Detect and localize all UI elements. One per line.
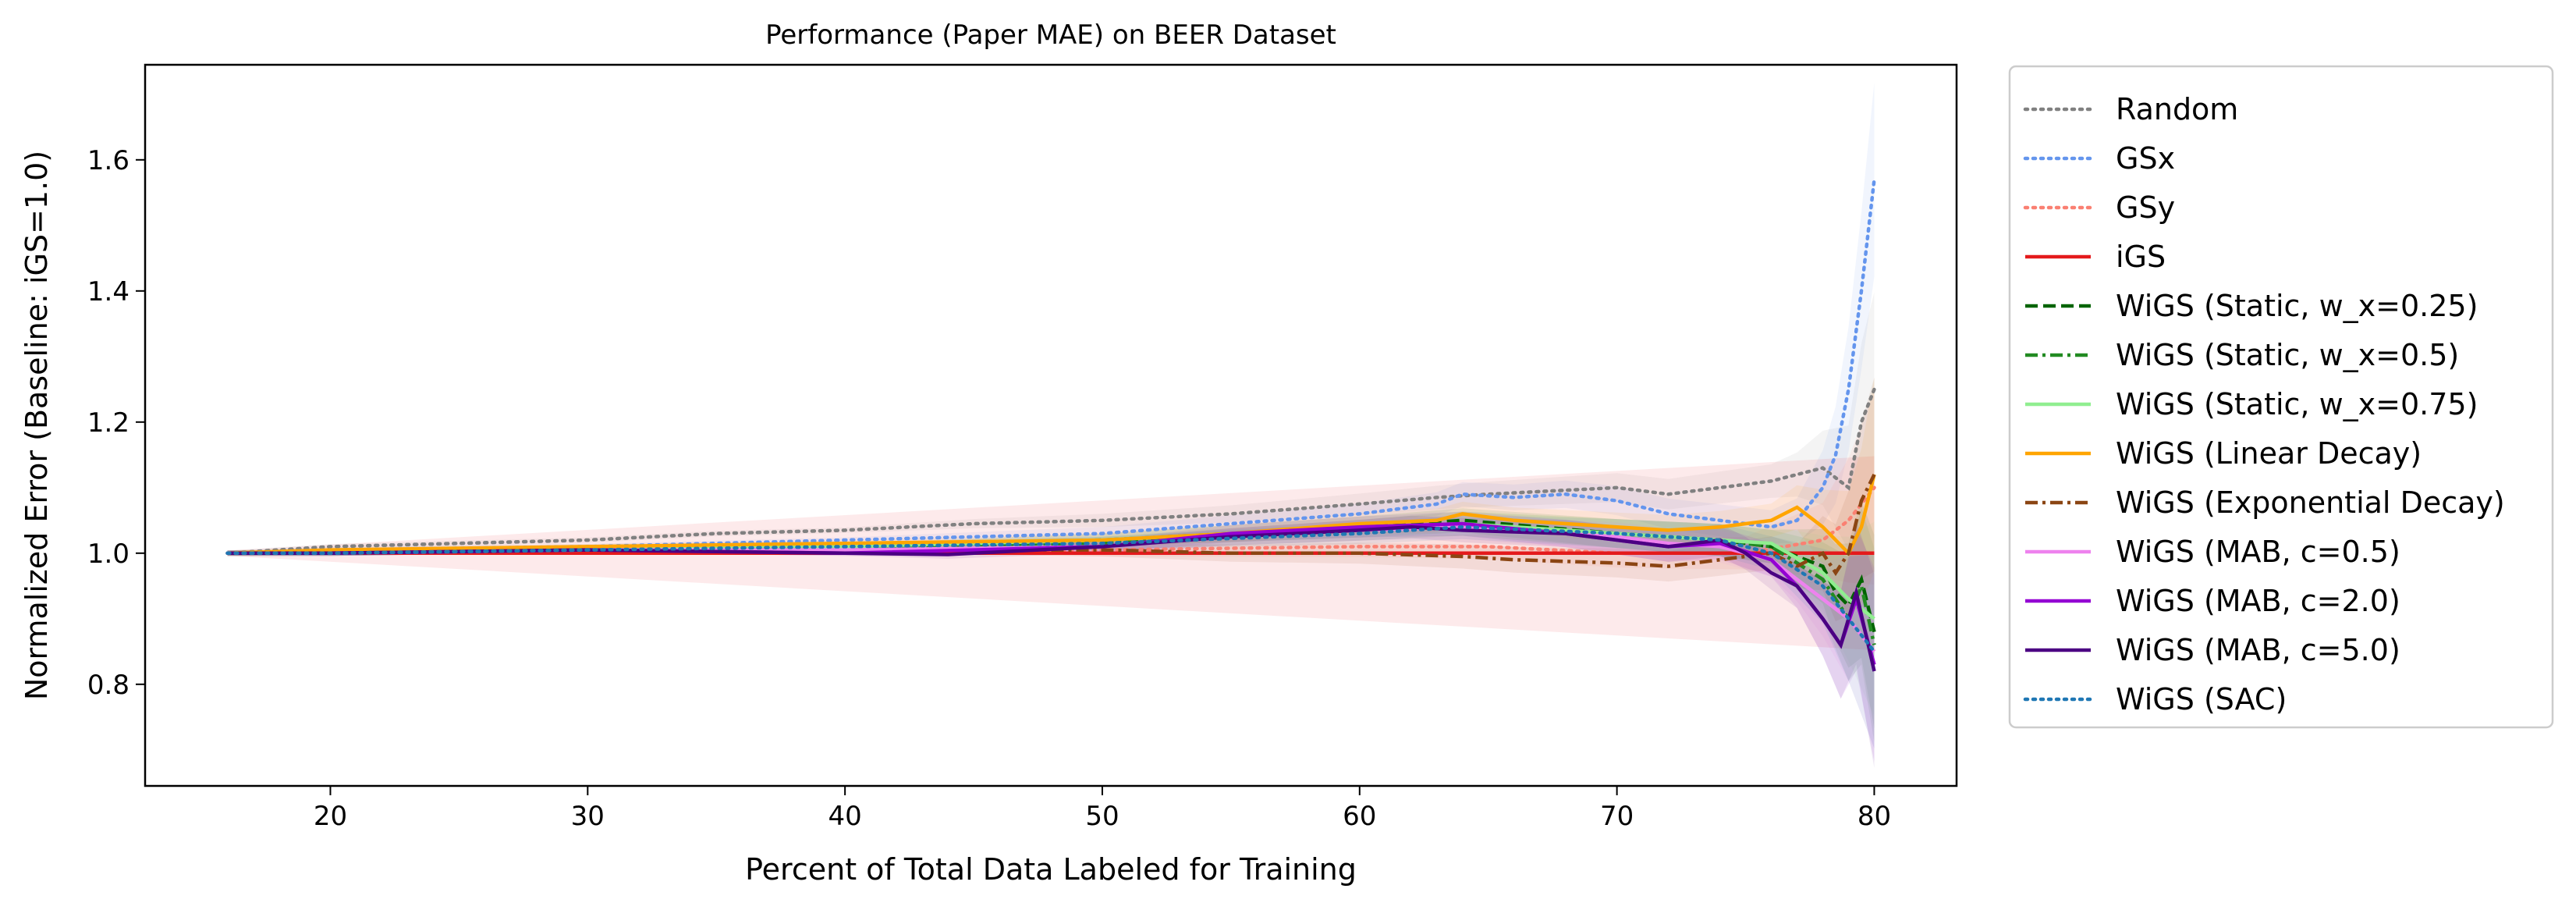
legend-label-wigs-exponential-decay: WiGS (Exponential Decay)	[2116, 485, 2505, 520]
legend-label-wigs-static-w-x-0-75: WiGS (Static, w_x=0.75)	[2116, 387, 2478, 421]
y-tick-label: 1.0	[87, 539, 130, 570]
series-line-gsx	[225, 177, 1876, 556]
y-axis-label: Normalized Error (Baseline: iGS=1.0)	[20, 151, 54, 700]
legend-label-wigs-static-w-x-0-5: WiGS (Static, w_x=0.5)	[2116, 338, 2459, 372]
legend-label-random: Random	[2116, 92, 2238, 126]
chart-title: Performance (Paper MAE) on BEER Dataset	[765, 20, 1336, 51]
band-gsx	[227, 82, 1875, 556]
x-tick-label: 40	[829, 801, 862, 832]
x-tick-label: 70	[1600, 801, 1634, 832]
legend-label-wigs-mab-c-2-0: WiGS (MAB, c=2.0)	[2116, 584, 2400, 618]
x-tick-label: 20	[314, 801, 347, 832]
series-line-random	[225, 387, 1876, 556]
legend: Random GSx GSy iGS WiGS (Static, w_x=0.25) Wi…	[2008, 65, 2554, 729]
series-line-wigs-sac	[225, 524, 1876, 654]
uncertainty-bands	[227, 82, 1875, 769]
legend-label-wigs-mab-c-5-0: WiGS (MAB, c=5.0)	[2116, 633, 2400, 667]
band-wigs-static-w-x-0-75	[227, 511, 1875, 716]
x-tick-label: 80	[1857, 801, 1891, 832]
legend-label-wigs-sac: WiGS (SAC)	[2116, 682, 2287, 716]
legend-label-gsx: GSx	[2116, 141, 2175, 176]
band-random	[227, 292, 1875, 556]
plot-lines	[225, 177, 1876, 672]
legend-label-gsy: GSy	[2116, 190, 2175, 225]
x-axis-label: Percent of Total Data Labeled for Traini…	[745, 852, 1357, 887]
band-wigs-exponential-decay	[227, 377, 1875, 622]
y-tick-label: 1.4	[87, 276, 130, 307]
x-tick-label: 30	[571, 801, 605, 832]
band-wigs-mab-c-2-0	[227, 511, 1875, 762]
legend-label-wigs-linear-decay: WiGS (Linear Decay)	[2116, 436, 2422, 471]
y-tick-label: 1.2	[87, 407, 130, 439]
x-tick-label: 50	[1085, 801, 1119, 832]
x-tick-label: 60	[1343, 801, 1376, 832]
band-gsy	[227, 390, 1875, 585]
x-axis: 20 30 40 50 60 70 80	[314, 786, 1891, 832]
plot-frame	[144, 63, 1958, 787]
series-line-wigs-mab-c-5-0	[227, 524, 1876, 672]
y-tick-label: 0.8	[87, 670, 130, 701]
legend-label-igs: iGS	[2116, 240, 2166, 274]
legend-box	[2008, 65, 2554, 729]
band-wigs-static-w-x-0-5	[227, 507, 1875, 742]
y-axis: 0.8 1.0 1.2 1.4 1.6	[87, 145, 145, 701]
legend-label-wigs-static-w-x-0-25: WiGS (Static, w_x=0.25)	[2116, 289, 2478, 323]
series-line-wigs-linear-decay	[227, 474, 1876, 556]
legend-label-wigs-mab-c-0-5: WiGS (MAB, c=0.5)	[2116, 535, 2400, 569]
y-tick-label: 1.6	[87, 145, 130, 176]
